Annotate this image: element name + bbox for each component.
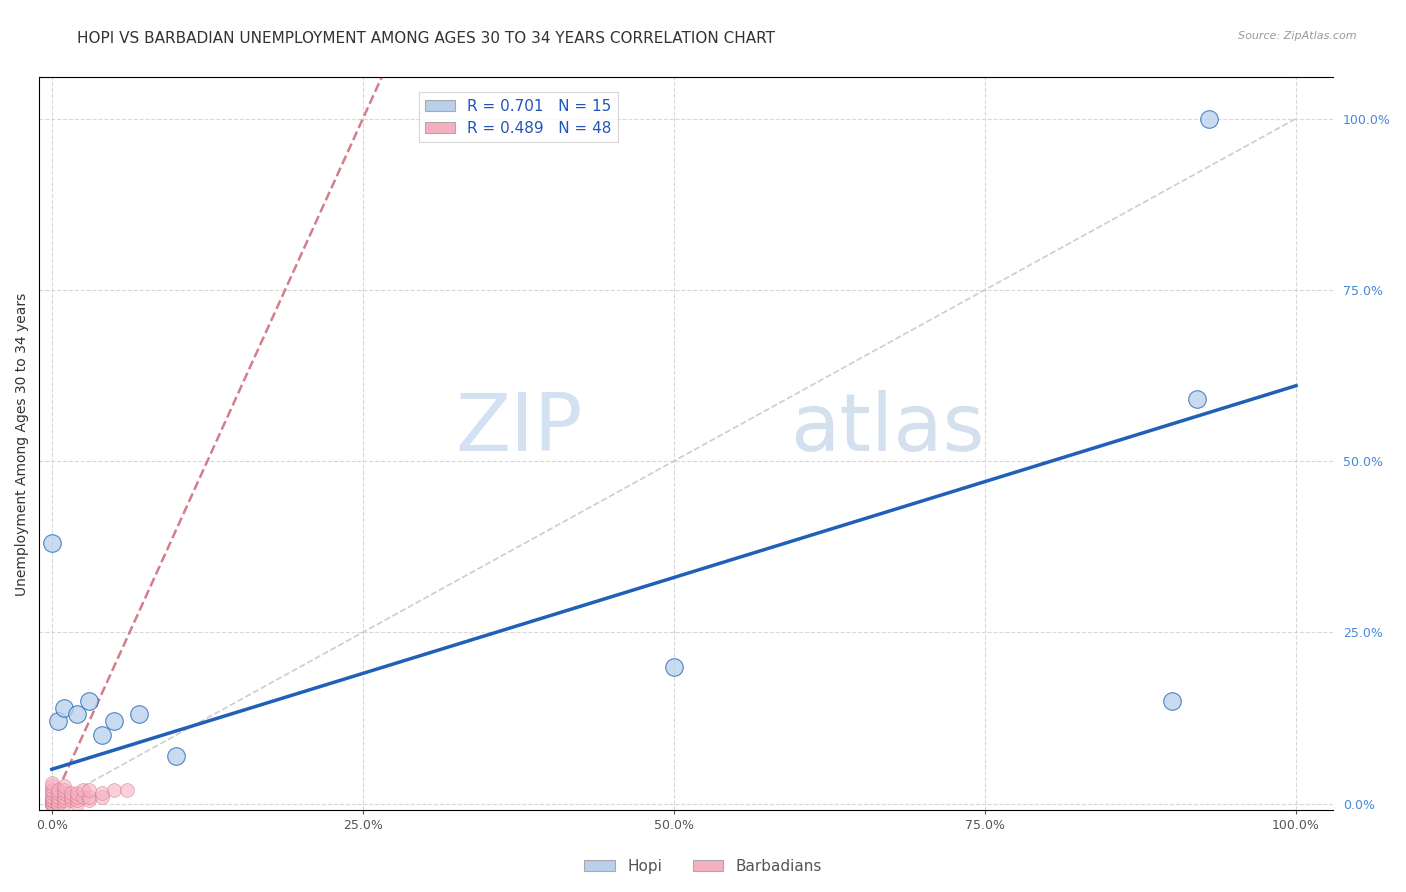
- Point: [41, 797, 63, 811]
- Point: [128, 707, 150, 722]
- Point: [77, 694, 100, 708]
- Point: [77, 782, 100, 797]
- Point: [46, 793, 69, 807]
- Point: [41, 797, 63, 811]
- Point: [77, 789, 100, 804]
- Point: [41, 786, 63, 800]
- Legend: Hopi, Barbadians: Hopi, Barbadians: [578, 853, 828, 880]
- Point: [46, 797, 69, 811]
- Point: [72, 782, 94, 797]
- Point: [66, 707, 89, 722]
- Point: [41, 797, 63, 811]
- Point: [41, 780, 63, 794]
- Point: [41, 797, 63, 811]
- Text: HOPI VS BARBADIAN UNEMPLOYMENT AMONG AGES 30 TO 34 YEARS CORRELATION CHART: HOPI VS BARBADIAN UNEMPLOYMENT AMONG AGE…: [77, 31, 775, 46]
- Point: [90, 728, 112, 742]
- Point: [1185, 392, 1208, 407]
- Point: [66, 793, 89, 807]
- Point: [77, 793, 100, 807]
- Point: [41, 797, 63, 811]
- Point: [90, 786, 112, 800]
- Point: [46, 782, 69, 797]
- Point: [59, 793, 82, 807]
- Point: [59, 786, 82, 800]
- Point: [1198, 112, 1220, 126]
- Point: [59, 789, 82, 804]
- Point: [41, 793, 63, 807]
- Point: [46, 786, 69, 800]
- Point: [46, 797, 69, 811]
- Point: [103, 714, 125, 729]
- Point: [41, 776, 63, 790]
- Point: [66, 789, 89, 804]
- Point: [72, 789, 94, 804]
- Point: [46, 714, 69, 729]
- Point: [41, 797, 63, 811]
- Point: [41, 782, 63, 797]
- Point: [66, 797, 89, 811]
- Point: [53, 786, 76, 800]
- Point: [103, 782, 125, 797]
- Point: [41, 797, 63, 811]
- Point: [53, 793, 76, 807]
- Text: Source: ZipAtlas.com: Source: ZipAtlas.com: [1239, 31, 1357, 41]
- Point: [41, 782, 63, 797]
- Point: [53, 789, 76, 804]
- Point: [41, 797, 63, 811]
- Point: [41, 789, 63, 804]
- Text: ZIP: ZIP: [456, 390, 583, 468]
- Point: [41, 797, 63, 811]
- Point: [53, 782, 76, 797]
- Point: [53, 700, 76, 714]
- Point: [41, 797, 63, 811]
- Point: [115, 782, 138, 797]
- Point: [165, 748, 187, 763]
- Point: [66, 786, 89, 800]
- Point: [41, 793, 63, 807]
- Point: [662, 659, 685, 673]
- Point: [1160, 694, 1182, 708]
- Text: atlas: atlas: [790, 390, 984, 468]
- Point: [41, 536, 63, 550]
- Point: [41, 789, 63, 804]
- Legend: R = 0.701   N = 15, R = 0.489   N = 48: R = 0.701 N = 15, R = 0.489 N = 48: [419, 93, 617, 142]
- Point: [53, 797, 76, 811]
- Point: [90, 789, 112, 804]
- Y-axis label: Unemployment Among Ages 30 to 34 years: Unemployment Among Ages 30 to 34 years: [15, 293, 30, 596]
- Point: [41, 793, 63, 807]
- Point: [53, 780, 76, 794]
- Point: [46, 789, 69, 804]
